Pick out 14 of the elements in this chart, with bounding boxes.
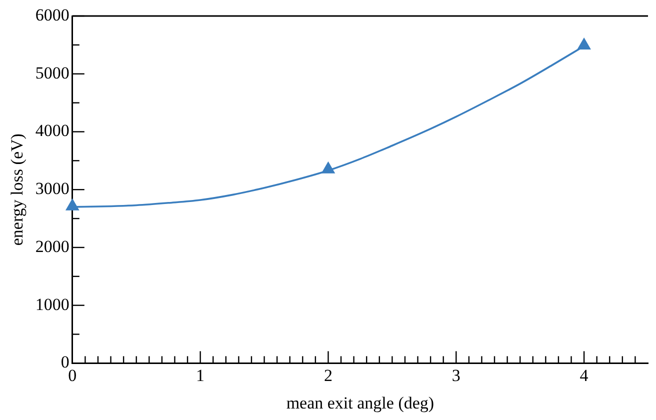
- y-tick-label: 1000: [35, 294, 70, 314]
- x-tick-label: 2: [324, 366, 332, 385]
- x-tick-label: 3: [452, 366, 460, 385]
- y-tick-label: 4000: [35, 121, 70, 140]
- point: [66, 198, 79, 210]
- y-tick-label: 5000: [35, 63, 70, 82]
- y-axis-title: energy loss (eV): [8, 134, 27, 246]
- x-tick-label: 4: [580, 366, 589, 385]
- y-tick-label: 3000: [35, 179, 70, 198]
- y-tick-label: 2000: [35, 236, 70, 256]
- x-axis-title: mean exit angle (deg): [286, 393, 434, 412]
- y-tick-label: 6000: [35, 5, 70, 24]
- y-tick-label: 0: [60, 352, 70, 372]
- x-tick-label: 1: [196, 366, 205, 385]
